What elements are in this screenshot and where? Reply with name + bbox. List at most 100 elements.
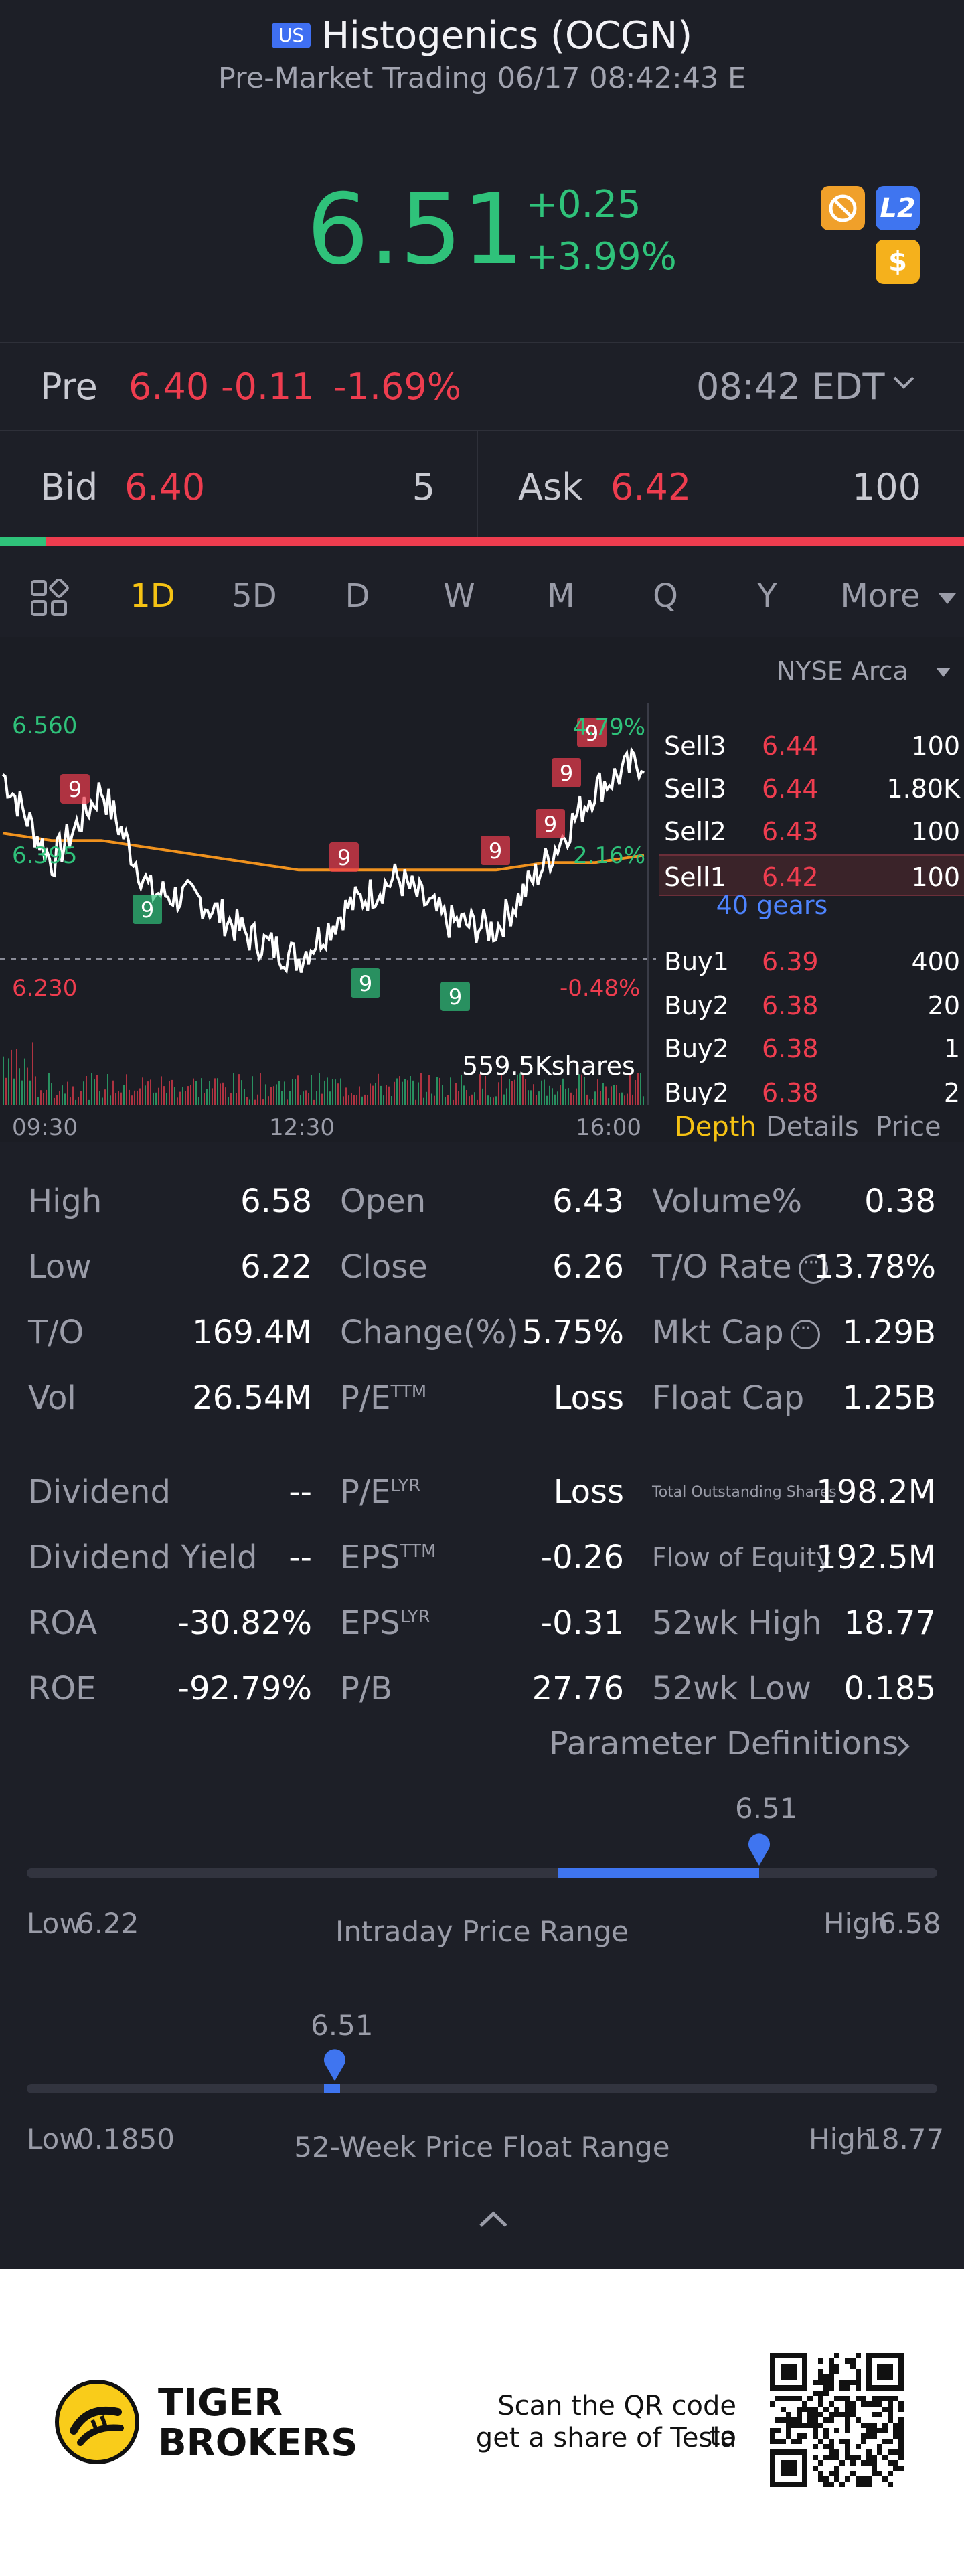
order-level: Buy2 xyxy=(664,1078,729,1105)
order-size: 400 xyxy=(911,947,960,976)
pre-market-time: 08:42 EDT xyxy=(696,366,885,408)
volume-bar xyxy=(450,1077,451,1105)
brand-name: BROKERS xyxy=(158,2421,358,2465)
stat-label-text: P/E xyxy=(340,1379,391,1417)
chart-low-percent: -0.48% xyxy=(560,975,641,1002)
tab-w[interactable]: W xyxy=(443,577,475,615)
volume-bar xyxy=(602,1083,604,1105)
pre-market-change-percent: -1.69% xyxy=(333,366,462,408)
order-book-gears[interactable]: 40 gears xyxy=(716,891,828,920)
bid-share-bar xyxy=(0,537,46,546)
volume-bar xyxy=(201,1078,202,1105)
stat-label-text: Dividend xyxy=(28,1473,171,1511)
volume-bar xyxy=(5,1077,7,1105)
tab-q[interactable]: Q xyxy=(653,577,678,615)
info-icon[interactable] xyxy=(790,1316,820,1349)
volume-bar xyxy=(300,1095,301,1105)
qr-code[interactable] xyxy=(770,2353,904,2487)
tab-price[interactable]: Price xyxy=(876,1112,941,1142)
chevron-up-icon[interactable] xyxy=(477,2210,510,2230)
volume-bar xyxy=(137,1090,138,1105)
order-book-row[interactable]: Sell3 6.44 1.80K xyxy=(659,766,964,809)
tab-m[interactable]: M xyxy=(547,577,575,615)
order-size: 1.80K xyxy=(886,774,960,804)
no-short-icon[interactable] xyxy=(821,186,865,230)
info-icon[interactable] xyxy=(798,1251,828,1284)
order-book-row[interactable]: Sell3 6.44 100 xyxy=(659,723,964,766)
volume-bar xyxy=(592,1099,593,1105)
signal-marker: 9 xyxy=(440,982,470,1011)
caret-down-icon[interactable] xyxy=(935,666,952,679)
tab-depth[interactable]: Depth xyxy=(675,1112,756,1142)
volume-bar xyxy=(40,1090,42,1105)
tab-d[interactable]: D xyxy=(345,577,370,615)
current-price-pin-icon xyxy=(324,2049,345,2081)
volume-bar xyxy=(35,1076,36,1105)
volume-bar xyxy=(372,1085,374,1105)
promo-footer xyxy=(0,2269,964,2576)
parameter-definitions-link[interactable]: Parameter Definitions xyxy=(549,1725,899,1762)
chevron-down-icon[interactable] xyxy=(890,370,917,396)
order-size: 100 xyxy=(911,731,960,761)
volume-bar xyxy=(244,1089,245,1105)
volume-bar xyxy=(83,1081,84,1105)
volume-bar xyxy=(581,1074,582,1105)
chart-mid-label: 6.395 xyxy=(12,842,78,869)
volume-bar xyxy=(131,1095,133,1105)
stat-label: High xyxy=(28,1183,102,1220)
time-tick: 12:30 xyxy=(269,1114,335,1141)
volume-bar xyxy=(637,1073,639,1105)
exchange-selector[interactable]: NYSE Arca xyxy=(777,656,908,686)
order-book-row[interactable]: Buy2 6.38 2 xyxy=(659,1070,964,1105)
order-book[interactable]: Sell3 6.44 100 Sell3 6.44 1.80K Sell2 6.43 100 Se… xyxy=(659,694,964,1105)
best-ask-highlight xyxy=(659,854,964,896)
tab-details[interactable]: Details xyxy=(766,1112,859,1142)
volume-bar xyxy=(254,1099,256,1105)
stat-label: Low xyxy=(28,1248,92,1286)
volume-bar xyxy=(528,1090,529,1105)
tab-1d[interactable]: 1D xyxy=(130,577,175,615)
chevron-right-icon[interactable] xyxy=(893,1733,913,1760)
pre-market-change: -0.11 xyxy=(221,366,315,408)
order-book-row[interactable]: Sell1 6.42 100 xyxy=(659,854,964,897)
volume-bar xyxy=(367,1095,368,1105)
stat-value: -0.31 xyxy=(540,1604,624,1642)
volume-bar xyxy=(171,1079,173,1105)
order-book-row[interactable]: Buy2 6.38 1 xyxy=(659,1026,964,1069)
ask-size: 100 xyxy=(852,466,921,508)
level2-icon[interactable]: L2 xyxy=(876,186,920,230)
order-book-row[interactable]: Buy1 6.39 400 xyxy=(659,939,964,982)
layout-grid-icon[interactable] xyxy=(29,579,70,619)
volume-bar xyxy=(530,1090,532,1105)
volume-bar xyxy=(415,1099,416,1105)
tab-more[interactable]: More xyxy=(840,577,920,615)
volume-bar xyxy=(161,1076,162,1105)
order-book-row[interactable]: Buy2 6.38 20 xyxy=(659,983,964,1026)
stat-label: Change(%) xyxy=(340,1314,519,1351)
volume-bar xyxy=(29,1080,31,1105)
tab-5d[interactable]: 5D xyxy=(232,577,277,615)
volume-bar xyxy=(179,1091,181,1105)
pre-market-price: 6.40 xyxy=(129,366,210,408)
stat-label-superscript: LYR xyxy=(400,1607,430,1627)
volume-bar xyxy=(190,1085,191,1105)
volume-bar xyxy=(391,1096,392,1105)
volume-bar xyxy=(455,1083,457,1105)
order-level: Sell2 xyxy=(664,817,726,846)
stat-label: Flow of Equity xyxy=(652,1543,831,1572)
volume-bar xyxy=(268,1096,269,1105)
bid-size: 5 xyxy=(412,466,435,508)
tab-y[interactable]: Y xyxy=(757,577,777,615)
order-book-row[interactable]: Sell2 6.43 100 xyxy=(659,809,964,852)
volume-bar xyxy=(150,1079,151,1105)
week52-high-label: High xyxy=(809,2123,874,2155)
volume-bar xyxy=(466,1090,467,1105)
volume-bar xyxy=(177,1097,178,1105)
stat-label: Total Outstanding Shares xyxy=(652,1484,837,1501)
dollar-icon[interactable]: $ xyxy=(876,240,920,284)
caret-down-icon[interactable] xyxy=(937,591,957,607)
pre-market-row[interactable]: Pre 6.40 -0.11 -1.69% 08:42 EDT xyxy=(0,343,964,430)
volume-bar xyxy=(153,1092,154,1105)
volume-bar xyxy=(182,1087,183,1105)
